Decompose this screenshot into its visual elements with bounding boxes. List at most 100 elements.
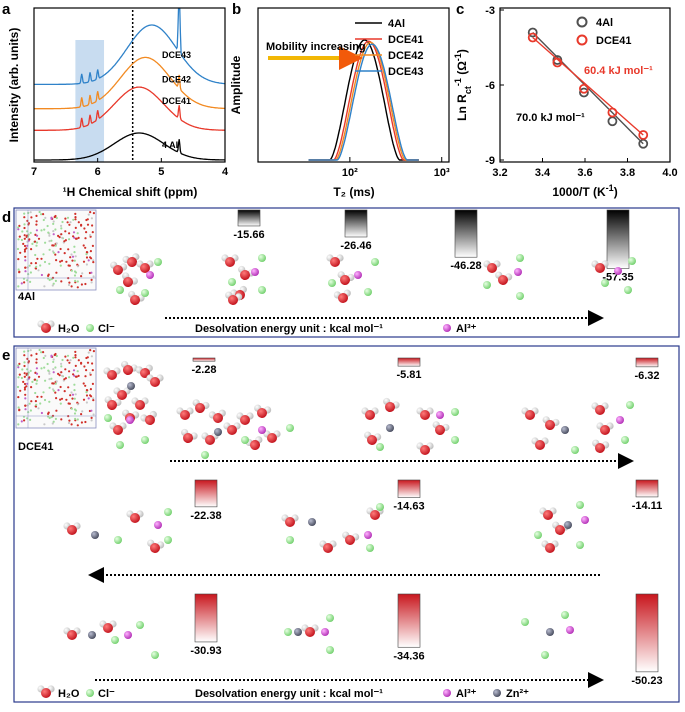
panel-d-legend: H₂O Cl⁻ Desolvation energy unit : kcal mol… xyxy=(37,320,477,335)
sim-atom xyxy=(60,397,64,400)
oxygen-atom xyxy=(195,403,205,413)
oxygen-atom xyxy=(67,630,77,640)
energy-bar-d-1 xyxy=(344,209,368,238)
sim-atom xyxy=(74,354,77,357)
sim-atom xyxy=(71,259,74,262)
sim-atom xyxy=(84,237,87,240)
sim-atom xyxy=(69,256,72,259)
sim-atom xyxy=(54,382,57,385)
sim-atom xyxy=(30,262,33,265)
data-point-4Al xyxy=(607,116,618,127)
water-molecule xyxy=(592,439,610,453)
oxygen-atom xyxy=(525,410,535,420)
x-tick-label: 3.4 xyxy=(535,167,551,179)
sim-atom xyxy=(22,380,25,383)
sim-atom xyxy=(17,285,20,288)
water-molecule xyxy=(99,620,117,633)
sim-atom xyxy=(34,253,37,257)
sim-atom xyxy=(42,351,45,354)
water-molecule xyxy=(591,260,609,273)
sim-atom xyxy=(74,375,78,378)
aluminum-ion xyxy=(126,416,134,424)
sim-atom xyxy=(66,359,69,362)
sim-atom xyxy=(57,372,60,375)
legend-label: DCE41 xyxy=(388,34,423,46)
aluminum-ion xyxy=(581,516,589,524)
sim-atom xyxy=(35,244,38,247)
water-molecule xyxy=(181,428,198,443)
sim-atom xyxy=(17,238,20,241)
chloride-ion xyxy=(371,258,379,266)
panel-e-frame xyxy=(13,345,680,703)
water-molecule xyxy=(432,421,450,435)
sim-atom xyxy=(37,375,41,378)
sim-atom xyxy=(33,240,37,243)
sim-atom xyxy=(57,389,60,392)
sim-atom xyxy=(70,269,73,272)
sim-atom xyxy=(65,398,68,401)
sim-atom xyxy=(86,361,90,364)
sim-atom xyxy=(23,244,27,248)
chloride-ion xyxy=(364,288,372,296)
sim-atom xyxy=(52,244,55,247)
sim-atom xyxy=(70,285,73,288)
sim-atom xyxy=(68,376,71,379)
zinc-ion xyxy=(493,689,501,697)
sim-atom xyxy=(63,390,66,393)
sim-atom xyxy=(63,252,66,255)
panel-letter-a: a xyxy=(2,1,11,18)
oxygen-atom xyxy=(250,440,260,450)
sim-atom xyxy=(18,362,21,365)
oxygen-atom xyxy=(117,390,127,400)
oxygen-atom xyxy=(225,257,235,267)
sim-atom xyxy=(76,370,79,373)
aluminum-ion xyxy=(443,324,451,332)
oxygen-atom xyxy=(323,543,333,553)
oxygen-atom xyxy=(41,323,51,333)
energy-bar-e-row1-2 xyxy=(635,357,659,368)
sim-atom xyxy=(52,382,55,385)
sim-atom xyxy=(66,216,70,219)
sim-atom xyxy=(76,403,79,406)
energy-label: -46.28 xyxy=(450,260,481,272)
water-molecule xyxy=(596,422,614,435)
energy-label: -15.66 xyxy=(233,229,264,241)
aluminum-ion xyxy=(354,271,362,279)
oxygen-atom xyxy=(365,410,375,420)
sim-atom xyxy=(55,271,58,274)
oxygen-atom xyxy=(305,627,315,637)
sim-atom xyxy=(23,234,26,237)
x-tick-label: 10³ xyxy=(434,167,450,179)
sim-atom xyxy=(90,419,93,422)
sim-atom xyxy=(89,256,92,259)
sim-atom xyxy=(89,388,92,391)
sim-atom xyxy=(50,239,53,242)
sim-atom xyxy=(54,244,57,247)
sim-atom xyxy=(80,283,83,286)
chloride-ion xyxy=(141,289,149,297)
sim-atom xyxy=(73,383,76,386)
sim-atom xyxy=(64,217,67,220)
legend-al-label: Al³⁺ xyxy=(456,688,477,700)
sim-atom xyxy=(31,380,34,383)
sim-atom xyxy=(80,413,83,416)
oxygen-atom xyxy=(595,263,605,273)
sim-atom xyxy=(83,227,86,230)
sim-atom xyxy=(23,350,26,353)
sim-atom xyxy=(70,407,73,410)
sim-atom xyxy=(18,271,21,274)
sim-atom xyxy=(55,397,58,400)
water-molecule xyxy=(326,254,344,267)
sim-atom xyxy=(35,223,38,226)
sim-atom xyxy=(85,369,88,372)
chloride-ion xyxy=(284,628,292,636)
sim-atom xyxy=(34,262,38,265)
sim-atom xyxy=(69,359,72,362)
panel-b-axes-frame xyxy=(257,7,450,163)
sim-atom xyxy=(48,400,51,403)
oxygen-atom xyxy=(545,420,555,430)
sim-atom xyxy=(86,218,89,221)
oxygen-atom xyxy=(240,415,250,425)
sim-atom xyxy=(76,424,79,427)
